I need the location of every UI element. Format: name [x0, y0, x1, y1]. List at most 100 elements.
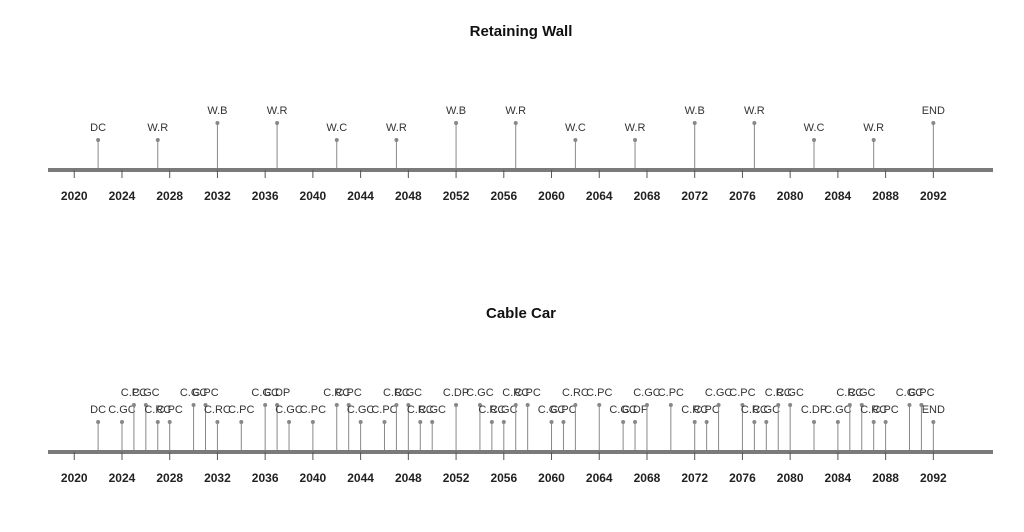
event-label: C.GC [108, 404, 136, 416]
x-tick-label: 2076 [729, 471, 756, 485]
event-dot [633, 138, 638, 142]
event-label: C.GC [132, 387, 160, 399]
event-label: C.PC [336, 387, 362, 399]
event-dot [644, 403, 649, 407]
x-tick-label: 2024 [109, 189, 136, 203]
event-dot [561, 420, 566, 424]
x-tick-label: 2080 [777, 471, 804, 485]
event-label: END [922, 404, 945, 416]
event-dot [155, 420, 160, 424]
x-tick-label: 2020 [61, 471, 88, 485]
x-tick-label: 2044 [347, 471, 374, 485]
event-dot [334, 138, 339, 142]
event-dot [96, 138, 101, 142]
event-dot [907, 403, 912, 407]
event-dot [704, 420, 709, 424]
event-label: C.RC [562, 387, 589, 399]
x-tick-label: 2060 [538, 471, 565, 485]
event-label: C.GC [896, 387, 924, 399]
event-label: C.GC [418, 404, 446, 416]
event-label: W.C [804, 122, 825, 134]
event-dot [96, 420, 101, 424]
x-tick-label: 2080 [777, 189, 804, 203]
event-label: C.PC [121, 387, 147, 399]
event-label: C.PC [515, 387, 541, 399]
event-dot [191, 403, 196, 407]
event-dot [454, 121, 459, 125]
x-tick-label: 2056 [490, 471, 517, 485]
x-tick-label: 2084 [825, 471, 852, 485]
event-label: C.PC [192, 387, 218, 399]
x-tick-label: 2064 [586, 189, 613, 203]
event-label: C.RC [323, 387, 350, 399]
event-label: C.DP [264, 387, 290, 399]
event-label: C.GC [824, 404, 852, 416]
event-label: C.RC [383, 387, 410, 399]
event-label: C.DP [622, 404, 648, 416]
event-dot [310, 420, 315, 424]
event-label: C.RC [204, 404, 231, 416]
event-dot [621, 420, 626, 424]
event-label: C.PC [157, 404, 183, 416]
x-tick-label: 2024 [109, 471, 136, 485]
x-tick-label: 2032 [204, 471, 231, 485]
event-dot [239, 420, 244, 424]
x-tick-label: 2044 [347, 189, 374, 203]
event-label: W.B [685, 105, 705, 117]
event-label: W.R [625, 122, 646, 134]
event-dot [931, 121, 936, 125]
event-dot [513, 121, 518, 125]
event-label: C.GC [275, 404, 303, 416]
x-tick-label: 2068 [634, 189, 661, 203]
x-tick-label: 2060 [538, 189, 565, 203]
event-label: C.PC [693, 404, 719, 416]
x-tick-label: 2048 [395, 471, 422, 485]
event-label: C.GC [633, 387, 661, 399]
event-dot [573, 138, 578, 142]
event-label: W.R [863, 122, 884, 134]
x-tick-label: 2072 [681, 471, 708, 485]
event-dot [477, 403, 482, 407]
event-dot [871, 420, 876, 424]
event-label: C.PC [586, 387, 612, 399]
event-label: END [922, 105, 945, 117]
event-label: C.GC [395, 387, 423, 399]
x-tick-label: 2052 [443, 471, 470, 485]
event-dot [812, 138, 817, 142]
event-dot [752, 121, 757, 125]
x-tick-label: 2036 [252, 189, 279, 203]
event-label: C.GC [347, 404, 375, 416]
x-tick-label: 2040 [300, 189, 327, 203]
event-dot [275, 121, 280, 125]
x-tick-label: 2092 [920, 189, 947, 203]
event-dot [549, 420, 554, 424]
event-label: C.RC [502, 387, 529, 399]
event-dot [203, 403, 208, 407]
x-tick-label: 2068 [634, 471, 661, 485]
event-label: W.B [446, 105, 466, 117]
event-dot [883, 420, 888, 424]
event-dot [167, 420, 172, 424]
event-dot [119, 420, 124, 424]
event-dot [394, 403, 399, 407]
event-label: W.R [147, 122, 168, 134]
event-label: C.DP [801, 404, 827, 416]
event-label: C.GC [251, 387, 279, 399]
event-dot [668, 403, 673, 407]
event-label: DC [90, 122, 106, 134]
event-dot [919, 403, 924, 407]
event-dot [406, 403, 411, 407]
event-label: C.RC [860, 404, 887, 416]
event-label: C.GC [538, 404, 566, 416]
event-dot [740, 403, 745, 407]
event-dot [215, 121, 220, 125]
x-tick-label: 2028 [156, 471, 183, 485]
event-dot [215, 420, 220, 424]
event-label: C.PC [729, 387, 755, 399]
x-tick-label: 2084 [825, 189, 852, 203]
event-label: C.PC [658, 387, 684, 399]
event-label: C.PC [371, 404, 397, 416]
event-dot [143, 403, 148, 407]
event-dot [430, 420, 435, 424]
